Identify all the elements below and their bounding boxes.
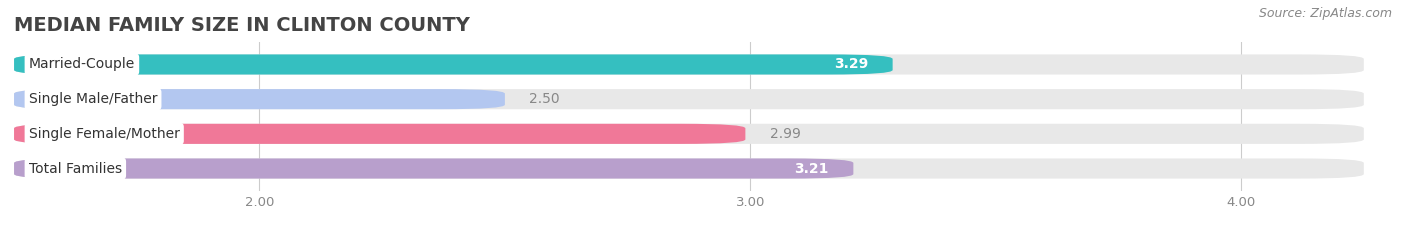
Text: 2.99: 2.99 (770, 127, 801, 141)
Text: Source: ZipAtlas.com: Source: ZipAtlas.com (1258, 7, 1392, 20)
FancyBboxPatch shape (14, 158, 1364, 178)
FancyBboxPatch shape (14, 158, 853, 178)
Text: Total Families: Total Families (28, 161, 122, 175)
Text: 2.50: 2.50 (530, 92, 560, 106)
FancyBboxPatch shape (14, 124, 745, 144)
Text: Married-Couple: Married-Couple (28, 58, 135, 72)
Text: 3.21: 3.21 (794, 161, 828, 175)
Text: MEDIAN FAMILY SIZE IN CLINTON COUNTY: MEDIAN FAMILY SIZE IN CLINTON COUNTY (14, 16, 470, 35)
Text: Single Female/Mother: Single Female/Mother (28, 127, 180, 141)
FancyBboxPatch shape (14, 55, 1364, 75)
FancyBboxPatch shape (14, 89, 1364, 109)
FancyBboxPatch shape (14, 124, 1364, 144)
FancyBboxPatch shape (14, 89, 505, 109)
Text: 3.29: 3.29 (834, 58, 868, 72)
FancyBboxPatch shape (14, 55, 893, 75)
Text: Single Male/Father: Single Male/Father (28, 92, 157, 106)
